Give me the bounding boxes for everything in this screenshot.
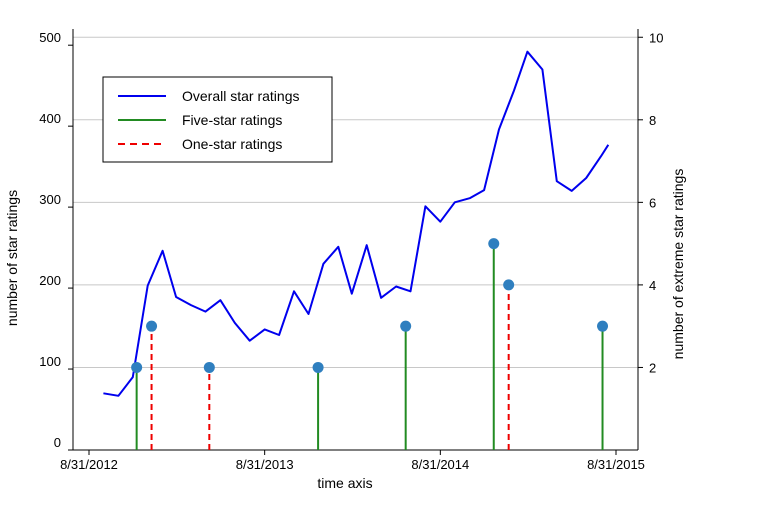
left-y-axis-label: number of star ratings — [4, 190, 20, 326]
five-star-marker — [131, 361, 143, 373]
x-axis: 8/31/2012 8/31/2013 8/31/2014 8/31/2015 — [60, 450, 645, 472]
five-star-marker — [488, 238, 500, 250]
one-star-marker — [503, 279, 515, 291]
overall-series-line — [103, 50, 610, 397]
left-y-tick-label: 400 — [39, 111, 61, 126]
x-tick-label: 8/31/2012 — [60, 457, 118, 472]
five-star-marker — [400, 320, 412, 332]
left-y-axis: 0 100 200 300 400 500 — [39, 30, 73, 451]
one-star-stems — [150, 284, 510, 450]
five-star-stems — [135, 243, 604, 450]
one-star-marker — [146, 320, 158, 332]
overall-line — [103, 50, 610, 397]
legend-label-overall: Overall star ratings — [182, 88, 299, 104]
right-y-tick-label: 6 — [649, 195, 656, 210]
x-axis-label: time axis — [317, 475, 372, 491]
right-y-tick-label: 4 — [649, 278, 656, 293]
left-y-tick-label: 100 — [39, 354, 61, 369]
legend: Overall star ratings Five-star ratings O… — [102, 76, 333, 163]
left-y-tick-label: 200 — [39, 273, 61, 288]
stem-markers — [131, 238, 609, 373]
one-star-marker — [203, 361, 215, 373]
x-tick-label: 8/31/2013 — [236, 457, 294, 472]
legend-label-five: Five-star ratings — [182, 112, 282, 128]
right-y-axis: 2 4 6 8 10 — [638, 30, 663, 375]
legend-label-one: One-star ratings — [182, 136, 282, 152]
right-y-tick-label: 10 — [649, 30, 663, 45]
x-tick-label: 8/31/2015 — [587, 457, 645, 472]
x-tick-label: 8/31/2014 — [411, 457, 469, 472]
left-y-tick-label: 500 — [39, 30, 61, 45]
right-y-axis-label: number of extreme star ratings — [670, 169, 686, 360]
left-y-tick-label: 0 — [54, 435, 61, 450]
plot-frame — [72, 29, 639, 451]
five-star-marker — [312, 361, 324, 373]
right-y-tick-label: 2 — [649, 360, 656, 375]
right-y-tick-label: 8 — [649, 113, 656, 128]
left-y-tick-label: 300 — [39, 192, 61, 207]
five-star-marker — [597, 320, 609, 332]
